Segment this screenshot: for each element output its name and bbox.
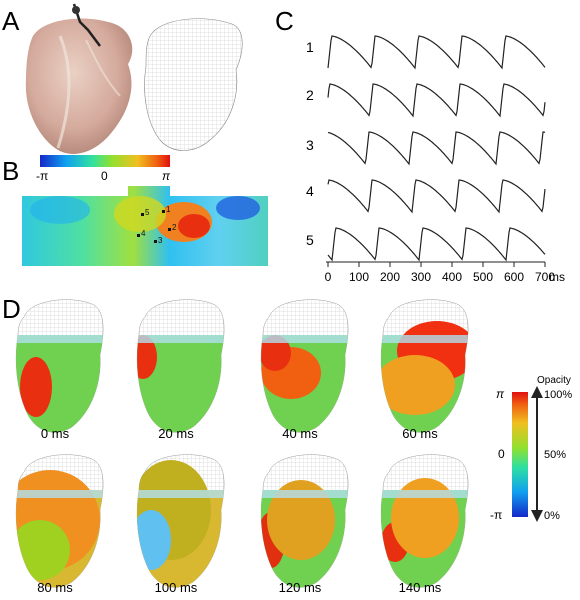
phase-colorbar-horizontal — [40, 155, 170, 167]
time-tick-label: 700 — [535, 270, 555, 284]
snapshot-3 — [380, 299, 469, 433]
panel-label-a: A — [2, 6, 20, 36]
snapshot-2 — [260, 299, 349, 433]
snapshot-5 — [136, 454, 225, 588]
time-tick-label: 500 — [473, 270, 493, 284]
time-unit-label: ms — [549, 270, 565, 284]
phase-map: 1 2 3 4 5 — [22, 186, 268, 266]
snapshot-label-6: 120 ms — [279, 580, 322, 595]
colorbar-phase-max: π — [496, 387, 505, 401]
trace-5 — [327, 227, 546, 262]
panel-label-d: D — [2, 294, 21, 324]
snapshot-7 — [380, 454, 469, 588]
colorbar-phase-min: -π — [490, 508, 502, 522]
heart-mesh-model — [144, 18, 243, 151]
trace-2 — [327, 83, 546, 118]
colorbar-opacity-min: 0% — [544, 510, 560, 522]
snapshot-grid: 0 ms 20 ms 40 ms 60 ms 80 ms 100 ms 120 ms 140 … — [15, 299, 469, 595]
colorbar-opacity-mid: 50% — [544, 449, 566, 461]
time-tick-label: 0 — [325, 270, 332, 284]
panel-label-c: C — [275, 6, 294, 36]
colorbar-opacity-max: 100% — [544, 389, 572, 401]
snapshot-label-7: 140 ms — [399, 580, 442, 595]
time-tick-label: 200 — [380, 270, 400, 284]
map-point-2: 2 — [172, 223, 177, 232]
snapshot-label-3: 60 ms — [402, 426, 438, 441]
map-point-5: 5 — [145, 208, 150, 217]
snapshot-label-4: 80 ms — [37, 580, 73, 595]
trace-row-labels: 1 2 3 4 5 — [306, 39, 314, 248]
map-point-3: 3 — [158, 236, 163, 245]
trace-label-3: 3 — [306, 137, 314, 153]
trace-1 — [327, 35, 546, 70]
snapshot-label-1: 20 ms — [158, 426, 194, 441]
colorbar-phase-zero: 0 — [498, 447, 505, 461]
trace-label-4: 4 — [306, 183, 314, 199]
snapshot-6 — [260, 454, 349, 588]
snapshot-label-2: 40 ms — [282, 426, 318, 441]
snapshot-0 — [15, 299, 104, 433]
phase-opacity-colorbar: Opacity π 0 -π 100% 50% 0% — [490, 375, 572, 522]
heart-photo — [25, 3, 133, 154]
map-point-4: 4 — [141, 229, 146, 238]
trace-4 — [327, 179, 546, 214]
panel-label-b: B — [2, 156, 19, 186]
trace-3 — [327, 131, 546, 166]
time-tick-label: 600 — [504, 270, 524, 284]
trace-label-1: 1 — [306, 39, 314, 55]
phase-label-min: -π — [36, 169, 48, 183]
trace-label-5: 5 — [306, 232, 314, 248]
snapshot-1 — [136, 299, 225, 433]
snapshot-4 — [15, 454, 104, 588]
phase-label-max: π — [162, 169, 171, 183]
time-tick-label: 300 — [411, 270, 431, 284]
map-point-1: 1 — [166, 205, 171, 214]
colorbar-title: Opacity — [537, 375, 571, 386]
phase-label-zero: 0 — [101, 169, 108, 183]
snapshot-label-0: 0 ms — [41, 426, 70, 441]
time-tick-label: 400 — [442, 270, 462, 284]
snapshot-label-5: 100 ms — [155, 580, 198, 595]
time-tick-label: 100 — [349, 270, 369, 284]
trace-label-2: 2 — [306, 87, 314, 103]
